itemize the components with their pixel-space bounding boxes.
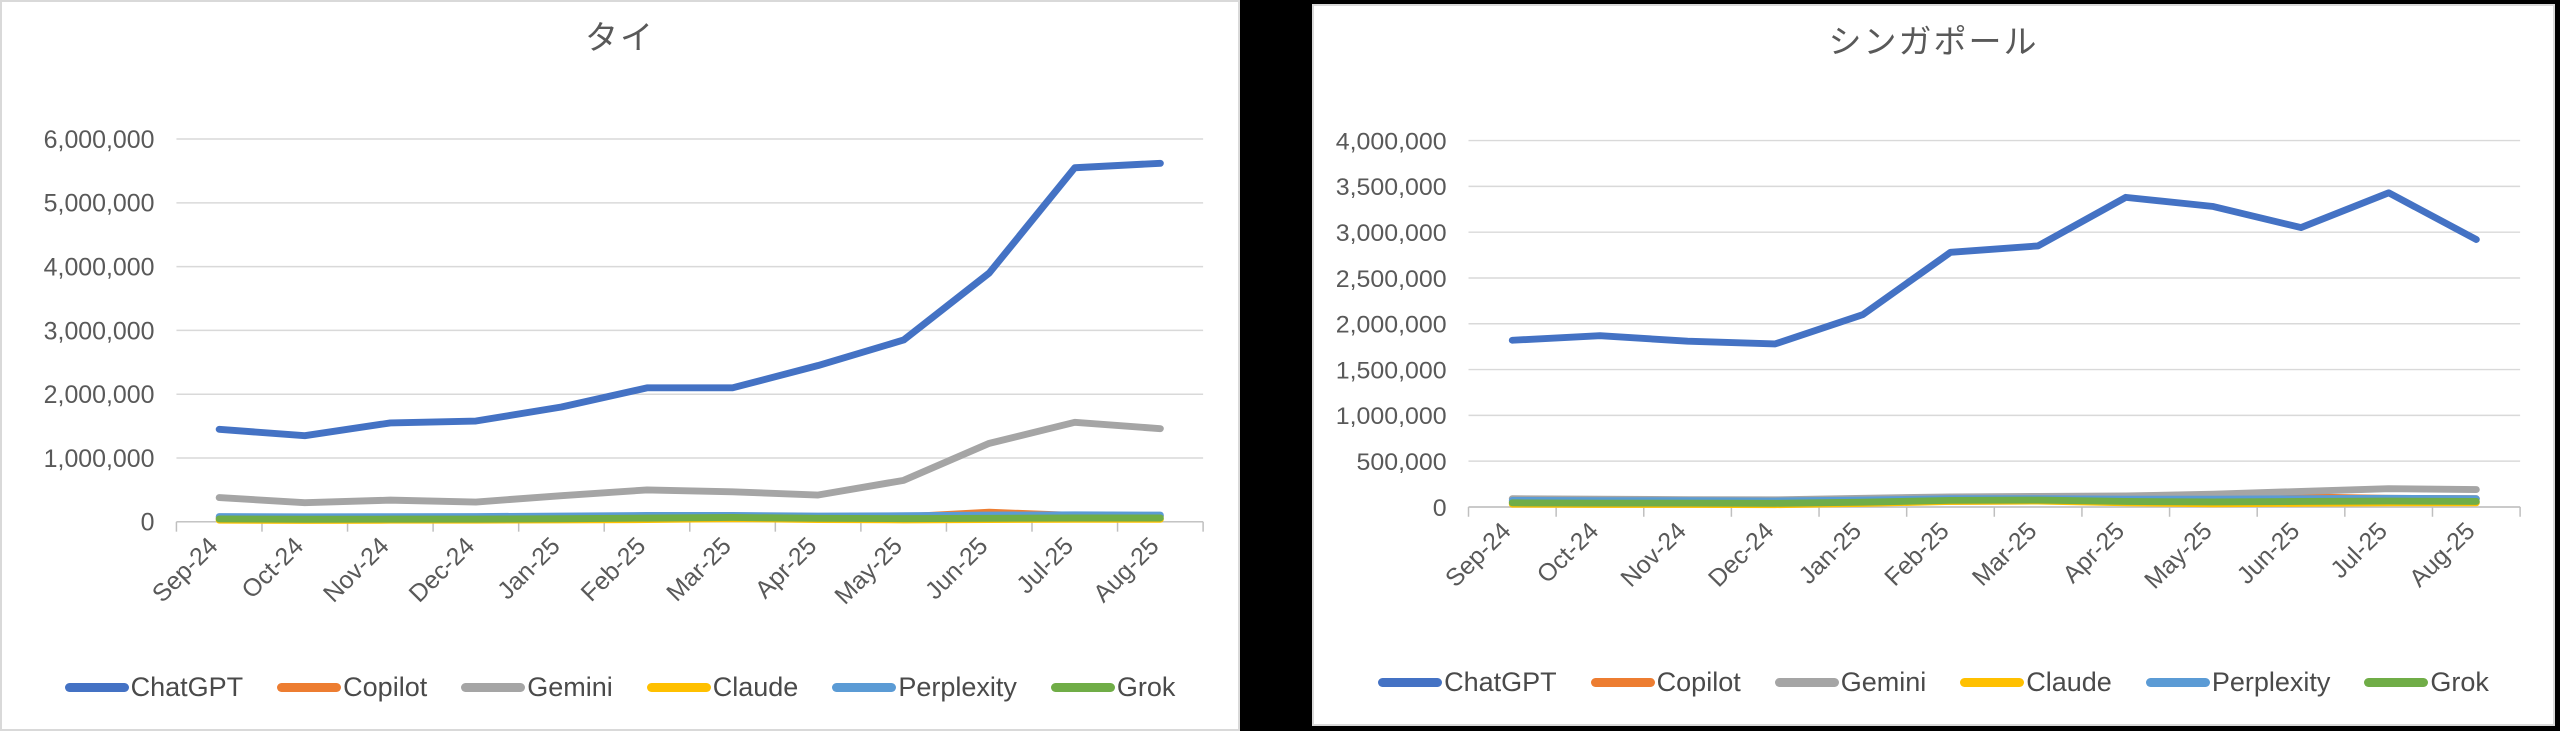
series-line-grok	[215, 514, 1164, 523]
legend-label: Claude	[2026, 666, 2112, 697]
x-tick-label: May-25	[830, 533, 908, 610]
series-line-gemini	[215, 418, 1164, 507]
legend-label: Gemini	[527, 671, 613, 702]
legend-swatch-chatgpt	[64, 682, 129, 692]
legend-label: Perplexity	[2211, 666, 2331, 697]
y-tick-label: 4,000,000	[1336, 129, 1447, 156]
chart-panel-singapore: シンガポール 0 500,000 1,000,000 1,500,000 2,000,0…	[1312, 4, 2555, 726]
x-tick-label: Feb-25	[1880, 518, 1955, 592]
legend-swatch-claude	[646, 682, 711, 692]
y-tick-label: 3,000,000	[1336, 220, 1447, 247]
legend-item-copilot[interactable]: Copilot	[1590, 666, 1741, 698]
x-tick-label: Sep-24	[147, 533, 223, 608]
legend-item-copilot[interactable]: Copilot	[277, 672, 427, 703]
legend-label: ChatGPT	[1444, 666, 1557, 697]
x-tick-label: Dec-24	[1703, 518, 1779, 593]
y-tick-label: 500,000	[1357, 449, 1447, 476]
y-tick-label: 0	[1433, 495, 1447, 522]
x-tick-label: Sep-24	[1441, 518, 1517, 593]
legend-item-chatgpt[interactable]: ChatGPT	[1378, 667, 1557, 698]
chart-panel-thailand: タイ 0 1,000,000 2,000,000 3,000,000 4,000,000…	[0, 0, 1240, 731]
legend-thailand: ChatGPT Copilot Gemini Claude Perplexity Grok	[2, 655, 1238, 729]
x-tick-label: Dec-24	[404, 533, 480, 608]
y-tick-label: 3,500,000	[1336, 174, 1447, 201]
legend-item-perplexity[interactable]: Perplexity	[2145, 666, 2331, 698]
line-chart-thailand: 0 1,000,000 2,000,000 3,000,000 4,000,000 5,0…	[44, 127, 1204, 610]
x-tick-label: Mar-25	[662, 533, 737, 607]
x-tick-label: Nov-24	[319, 533, 395, 608]
x-tick-label: May-25	[2140, 518, 2218, 595]
legend-item-claude[interactable]: Claude	[646, 671, 799, 703]
x-tick-label: Apr-25	[750, 533, 822, 604]
legend-item-chatgpt[interactable]: ChatGPT	[64, 671, 244, 703]
x-tick-label: Jan-25	[1794, 518, 1867, 590]
legend-label: ChatGPT	[130, 671, 244, 702]
series-line-chatgpt	[215, 159, 1164, 440]
y-tick-label: 1,000,000	[44, 446, 155, 473]
legend-swatch-perplexity	[2145, 677, 2210, 687]
y-tick-label: 2,000,000	[1336, 312, 1447, 339]
legend-label: Copilot	[343, 671, 428, 702]
legend-item-gemini[interactable]: Gemini	[461, 672, 613, 703]
legend-singapore: ChatGPT Copilot Gemini Claude Perplexity Grok	[1314, 650, 2553, 724]
chart-title-singapore: シンガポール	[1828, 23, 2039, 60]
y-tick-label: 3,000,000	[44, 318, 155, 345]
x-tick-label: Aug-25	[1089, 533, 1165, 608]
y-tick-label: 6,000,000	[44, 127, 155, 154]
legend-item-claude[interactable]: Claude	[1960, 667, 2112, 698]
legend-swatch-copilot	[277, 682, 342, 692]
y-tick-label: 5,000,000	[44, 191, 155, 218]
y-tick-label: 1,500,000	[1336, 358, 1447, 385]
legend-swatch-grok	[1050, 682, 1115, 692]
x-tick-label: Nov-24	[1616, 518, 1692, 593]
y-tick-label: 2,000,000	[44, 382, 155, 409]
legend-item-grok[interactable]: Grok	[2364, 667, 2489, 698]
series-line-chatgpt	[1508, 189, 2480, 348]
legend-label: Perplexity	[898, 671, 1017, 702]
legend-swatch-grok	[2364, 677, 2429, 687]
x-tick-label: Mar-25	[1967, 518, 2042, 592]
x-tick-label: Jun-25	[2232, 518, 2305, 590]
legend-swatch-gemini	[461, 682, 526, 692]
legend-label: Grok	[2430, 666, 2489, 697]
chart-title-thailand: タイ	[585, 19, 655, 56]
legend-swatch-chatgpt	[1378, 677, 1443, 687]
legend-swatch-perplexity	[832, 682, 897, 692]
legend-swatch-claude	[1960, 677, 2025, 687]
x-tick-label: Apr-25	[2058, 518, 2130, 589]
y-tick-label: 4,000,000	[44, 255, 155, 282]
legend-label: Claude	[712, 671, 799, 702]
x-tick-label: Jan-25	[493, 533, 566, 605]
y-tick-label: 1,000,000	[1336, 403, 1447, 430]
x-tick-label: Oct-24	[1532, 518, 1604, 589]
series-line-grok	[1508, 496, 2480, 507]
legend-item-grok[interactable]: Grok	[1050, 671, 1176, 703]
legend-item-gemini[interactable]: Gemini	[1774, 666, 1927, 698]
legend-label: Copilot	[1656, 666, 1741, 697]
legend-label: Gemini	[1840, 666, 1927, 697]
x-tick-label: Aug-25	[2405, 518, 2481, 593]
x-tick-label: Oct-24	[237, 533, 309, 604]
legend-swatch-copilot	[1590, 677, 1655, 687]
y-tick-label: 0	[141, 510, 155, 537]
legend-item-perplexity[interactable]: Perplexity	[832, 672, 1017, 703]
x-tick-label: Jul-25	[1012, 533, 1079, 599]
x-tick-label: Jun-25	[920, 533, 993, 605]
x-tick-label: Feb-25	[576, 533, 651, 607]
x-tick-label: Jul-25	[2326, 518, 2393, 584]
legend-swatch-gemini	[1774, 677, 1839, 687]
line-chart-singapore: 0 500,000 1,000,000 1,500,000 2,000,000 2,500…	[1336, 129, 2521, 595]
y-tick-label: 2,500,000	[1336, 266, 1447, 293]
legend-label: Grok	[1116, 671, 1176, 702]
